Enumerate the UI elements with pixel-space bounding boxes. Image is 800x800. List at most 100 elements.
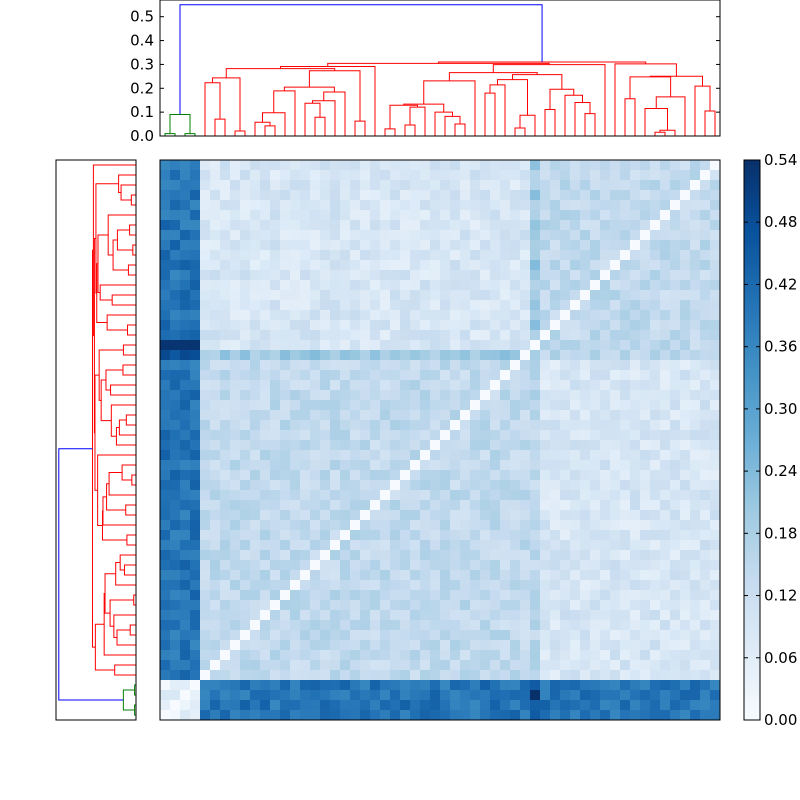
heatmap-cell: [370, 510, 381, 521]
heatmap-cell: [280, 410, 291, 421]
heatmap-cell: [680, 620, 691, 631]
heatmap-cell: [520, 260, 531, 271]
heatmap-cell: [430, 440, 441, 451]
heatmap-cell: [620, 200, 631, 211]
heatmap-cell: [560, 550, 571, 561]
heatmap-cell: [360, 650, 371, 661]
heatmap-cell: [460, 170, 471, 181]
heatmap-cell: [430, 710, 441, 721]
heatmap-cell: [680, 670, 691, 681]
heatmap-cell: [640, 290, 651, 301]
heatmap-cell: [170, 330, 181, 341]
heatmap-cell: [550, 510, 561, 521]
heatmap-cell: [480, 650, 491, 661]
heatmap-cell: [450, 700, 461, 711]
heatmap-cell: [450, 520, 461, 531]
heatmap-cell: [540, 260, 551, 271]
heatmap-cell: [230, 520, 241, 531]
heatmap-cell: [570, 210, 581, 221]
heatmap-cell: [450, 310, 461, 321]
heatmap-cell: [270, 220, 281, 231]
heatmap-cell: [320, 710, 331, 721]
heatmap-cell: [410, 330, 421, 341]
heatmap-cell: [520, 630, 531, 641]
heatmap-cell: [390, 540, 401, 551]
heatmap-cell: [640, 520, 651, 531]
heatmap-cell: [190, 460, 201, 471]
heatmap-cell: [210, 390, 221, 401]
heatmap-cell: [520, 250, 531, 261]
heatmap-cell: [260, 360, 271, 371]
heatmap-cell: [490, 290, 501, 301]
heatmap-cell: [410, 710, 421, 721]
heatmap-cell: [550, 160, 561, 171]
heatmap-cell: [320, 300, 331, 311]
heatmap-cell: [530, 380, 541, 391]
heatmap-cell: [450, 470, 461, 481]
heatmap-cell: [600, 360, 611, 371]
heatmap-cell: [210, 510, 221, 521]
colorbar-tick-label: 0.54: [764, 151, 797, 169]
heatmap-cell: [260, 610, 271, 621]
heatmap-cell: [250, 510, 261, 521]
heatmap-cell: [180, 540, 191, 551]
heatmap-cell: [200, 270, 211, 281]
heatmap-cell: [350, 320, 361, 331]
heatmap-cell: [430, 690, 441, 701]
heatmap-cell: [680, 410, 691, 421]
heatmap-cell: [530, 620, 541, 631]
heatmap-cell: [610, 500, 621, 511]
heatmap-cell: [640, 620, 651, 631]
heatmap-cell: [510, 520, 521, 531]
heatmap-cell: [620, 350, 631, 361]
heatmap-cell: [410, 450, 421, 461]
heatmap-cell: [280, 510, 291, 521]
heatmap-cell: [530, 450, 541, 461]
heatmap-cell: [580, 250, 591, 261]
heatmap-cell: [270, 670, 281, 681]
heatmap-cell: [290, 360, 301, 371]
heatmap-cell: [380, 160, 391, 171]
heatmap-cell: [690, 530, 701, 541]
heatmap-cell: [630, 450, 641, 461]
heatmap-cell: [320, 560, 331, 571]
heatmap-cell: [540, 640, 551, 651]
heatmap-cell: [680, 650, 691, 661]
heatmap-cell: [470, 290, 481, 301]
heatmap-cell: [280, 470, 291, 481]
heatmap-cell: [550, 490, 561, 501]
top-dendrogram-y-axis: 0.00.10.20.30.40.5: [130, 8, 720, 145]
heatmap-cell: [410, 440, 421, 451]
heatmap-cell: [390, 350, 401, 361]
heatmap-cell: [230, 410, 241, 421]
heatmap-cell: [330, 650, 341, 661]
heatmap-cell: [280, 400, 291, 411]
heatmap-cell: [610, 710, 621, 721]
heatmap-cell: [280, 350, 291, 361]
heatmap-cell: [550, 530, 561, 541]
heatmap-cell: [310, 570, 321, 581]
heatmap-cell: [190, 670, 201, 681]
heatmap-cell: [620, 190, 631, 201]
heatmap-cell: [210, 300, 221, 311]
heatmap-cell: [600, 480, 611, 491]
heatmap-cell: [580, 600, 591, 611]
heatmap-cell: [600, 210, 611, 221]
heatmap-cell: [710, 640, 721, 651]
heatmap-cell: [670, 530, 681, 541]
heatmap-cell: [160, 230, 171, 241]
heatmap-cell: [570, 460, 581, 471]
heatmap-cell: [450, 340, 461, 351]
heatmap-cell: [320, 650, 331, 661]
heatmap-cell: [270, 710, 281, 721]
heatmap-cell: [520, 530, 531, 541]
heatmap-cell: [550, 450, 561, 461]
heatmap-cell: [390, 700, 401, 711]
heatmap-cell: [560, 250, 571, 261]
heatmap-cell: [550, 330, 561, 341]
dendrogram-link: [314, 116, 326, 136]
heatmap-cell: [190, 290, 201, 301]
heatmap-cell: [530, 710, 541, 721]
heatmap-cell: [410, 190, 421, 201]
heatmap-cell: [680, 350, 691, 361]
